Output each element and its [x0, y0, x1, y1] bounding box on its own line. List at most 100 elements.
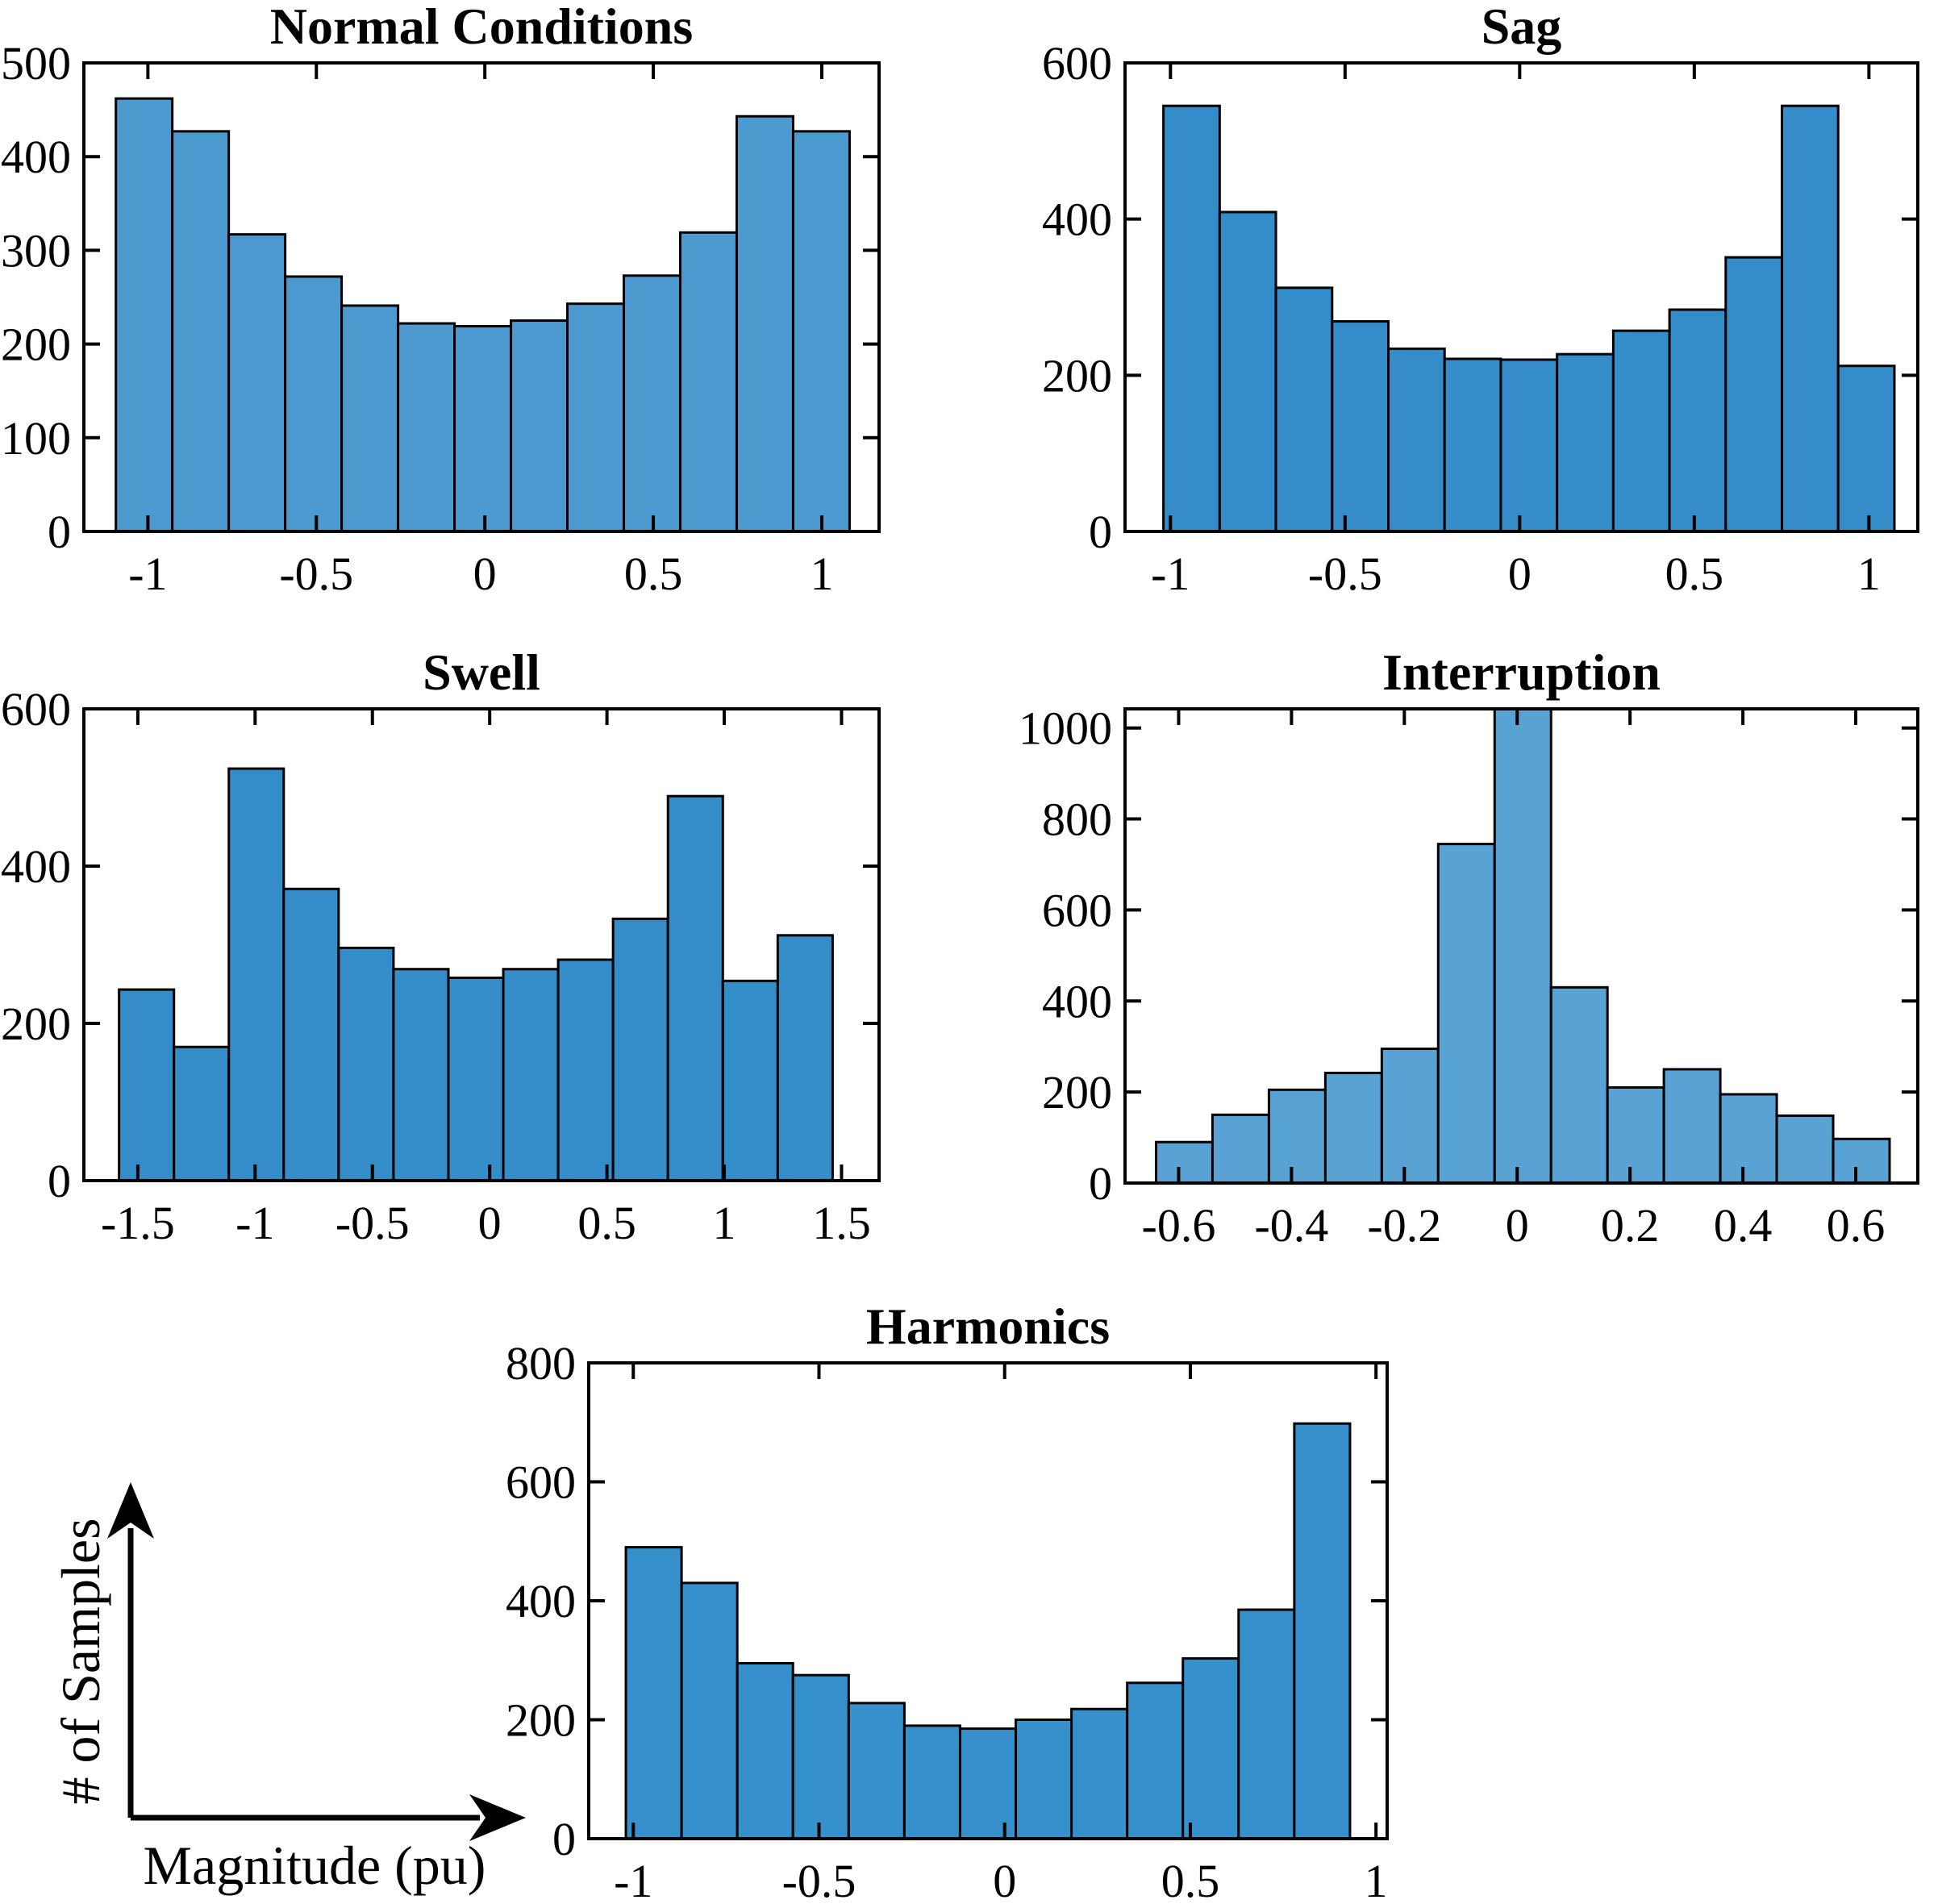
- x-tick-label: 1: [713, 1197, 736, 1249]
- histogram-bar: [1070, 1707, 1129, 1840]
- x-tick-label: 1.5: [812, 1197, 871, 1249]
- histogram-bar: [958, 1727, 1018, 1840]
- x-tick-label: -1: [1151, 548, 1190, 600]
- histogram-bar: [1556, 352, 1615, 533]
- x-tick-label: -0.5: [335, 1197, 410, 1249]
- y-axis-label: # of Samples: [50, 1518, 111, 1805]
- histogram-bar: [1724, 256, 1784, 533]
- histogram-bar: [118, 988, 176, 1182]
- histogram-bar: [1211, 1113, 1270, 1185]
- histogram-bar: [847, 1702, 906, 1840]
- histogram-bar: [623, 274, 681, 533]
- histogram-svg-interruption: -0.6 -0.4 -0.2 0 0.2 0.4 0.6 0 200 400 600 800 1000 I…: [1019, 644, 1919, 1252]
- chart-title: Interruption: [1382, 644, 1661, 701]
- x-tick-label: 0: [993, 1855, 1016, 1904]
- y-tick-label: 800: [1042, 794, 1112, 846]
- histogram-bar: [1293, 1422, 1352, 1840]
- y-tick-label: 400: [506, 1575, 576, 1627]
- histogram-bar: [453, 325, 513, 533]
- y-tick-label: 200: [1, 998, 71, 1050]
- x-tick-label: -1: [614, 1855, 652, 1904]
- y-tick-label: 1000: [1019, 702, 1112, 755]
- x-tick-label: 0.5: [577, 1197, 636, 1249]
- histogram-bar: [1267, 1088, 1327, 1185]
- x-tick-label: 0: [1508, 548, 1532, 600]
- x-tick-label: 0.4: [1714, 1199, 1773, 1252]
- histogram-bar: [1126, 1681, 1185, 1840]
- chart-title: Normal Conditions: [270, 0, 694, 55]
- histogram-bar: [1775, 1114, 1835, 1185]
- y-tick-label: 0: [48, 1155, 71, 1207]
- y-axis-arrow-icon: [107, 1482, 154, 1818]
- y-tick-label: 600: [1, 683, 71, 735]
- histogram-bar: [1836, 365, 1896, 533]
- plot-border: [82, 61, 881, 533]
- histogram-bar: [397, 322, 456, 533]
- y-tick-label: 0: [1089, 1157, 1112, 1210]
- x-tick-label: -1.5: [101, 1197, 175, 1249]
- histogram-bar: [1436, 843, 1496, 1185]
- y-tick-label: 600: [1042, 884, 1112, 936]
- y-tick-label: 200: [1042, 349, 1112, 402]
- y-tick-label: 400: [1042, 975, 1112, 1027]
- histogram-bar: [510, 319, 569, 533]
- x-tick-label: -0.5: [279, 548, 353, 600]
- x-tick-label: 0.2: [1601, 1199, 1660, 1252]
- y-tick-label: 100: [1, 412, 71, 465]
- y-tick-label: 200: [506, 1694, 576, 1747]
- plot-border: [1123, 61, 1919, 533]
- histogram-bar: [1154, 1140, 1214, 1185]
- histogram-bar: [1611, 329, 1671, 533]
- histogram-bar: [1662, 1068, 1722, 1185]
- chart-sag: -1 -0.5 0 0.5 1 0 200 400 600 Sag: [1042, 0, 1919, 600]
- histogram-bar: [1668, 308, 1727, 533]
- histogram-bar: [337, 946, 395, 1182]
- x-axis-label: Magnitude (pu): [143, 1835, 486, 1896]
- histogram-bar: [1380, 1048, 1440, 1185]
- histogram-bar: [721, 979, 779, 1182]
- histogram-svg-harmonics: -1 -0.5 0 0.5 1 0 200 400 600 800 Harmonics: [506, 1298, 1389, 1904]
- histogram-bar: [791, 1673, 850, 1840]
- histogram-bar: [1015, 1719, 1073, 1840]
- chart-normal-conditions: -1 -0.5 0 0.5 1 0 100 200 300 400 500 Normal Condit…: [1, 0, 881, 600]
- histogram-bar: [1331, 320, 1390, 533]
- y-tick-label: 0: [1089, 506, 1112, 558]
- histogram-bar: [1181, 1657, 1240, 1840]
- x-tick-label: 1: [1365, 1855, 1388, 1904]
- histogram-bar: [776, 934, 834, 1182]
- x-tick-label: 0: [473, 548, 497, 600]
- histogram-bar: [736, 1661, 794, 1840]
- histogram-bar: [227, 767, 285, 1182]
- histogram-svg-normal: -1 -0.5 0 0.5 1 0 100 200 300 400 500 Normal Condit…: [1, 0, 881, 600]
- histogram-bar: [1443, 357, 1502, 533]
- x-tick-label: -0.2: [1367, 1199, 1441, 1252]
- histogram-bar: [284, 275, 344, 533]
- histogram-bar: [1218, 210, 1277, 533]
- chart-title: Sag: [1482, 0, 1562, 55]
- histogram-bar: [791, 130, 851, 533]
- histogram-bar: [227, 233, 287, 533]
- histogram-bar: [282, 887, 340, 1182]
- histogram-bar: [1606, 1085, 1665, 1185]
- chart-swell: -1.5 -1 -0.5 0 0.5 1 1.5 0 200 400 600 Swell: [1, 644, 881, 1249]
- histogram-bar: [502, 968, 560, 1182]
- x-tick-label: -0.5: [1308, 548, 1382, 600]
- y-tick-label: 400: [1042, 194, 1112, 246]
- plot-border: [1123, 707, 1919, 1185]
- x-tick-label: -1: [128, 548, 167, 600]
- histogram-bar: [611, 917, 669, 1182]
- x-tick-label: 0: [1506, 1199, 1529, 1252]
- histogram-svg-swell: -1.5 -1 -0.5 0 0.5 1 1.5 0 200 400 600 Swell: [1, 644, 881, 1249]
- y-tick-label: 500: [1, 37, 71, 90]
- histogram-bar: [1237, 1608, 1296, 1840]
- histogram-bar: [115, 97, 174, 533]
- histogram-bar: [392, 968, 450, 1182]
- y-tick-label: 600: [1042, 37, 1112, 90]
- y-tick-label: 0: [48, 506, 71, 558]
- histogram-bar: [556, 958, 615, 1182]
- x-tick-label: 0: [478, 1197, 502, 1249]
- histogram-svg-sag: -1 -0.5 0 0.5 1 0 200 400 600 Sag: [1042, 0, 1919, 600]
- x-tick-label: -1: [235, 1197, 274, 1249]
- chart-interruption: -0.6 -0.4 -0.2 0 0.2 0.4 0.6 0 200 400 600 800 1000 I…: [1019, 644, 1919, 1252]
- x-axis-arrow-icon: [131, 1794, 526, 1841]
